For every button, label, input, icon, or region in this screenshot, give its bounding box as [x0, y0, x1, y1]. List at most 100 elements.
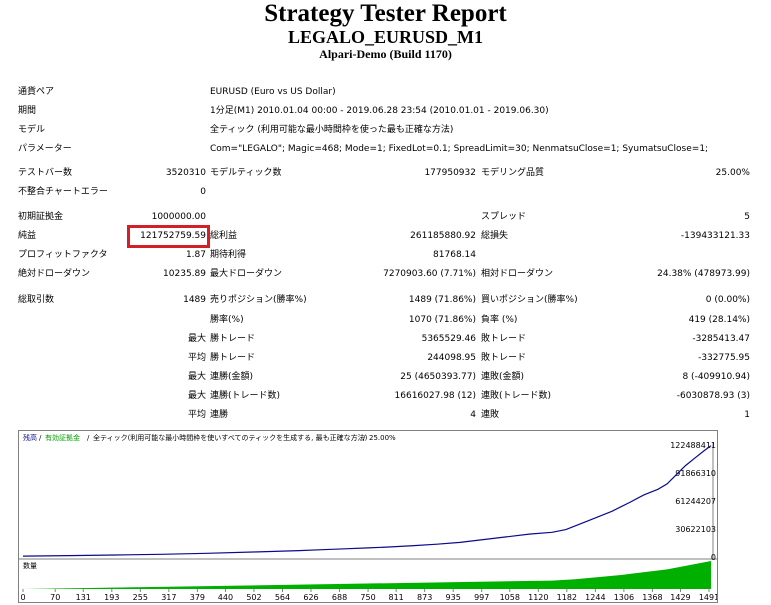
symbol-label: 通貨ペア [18, 87, 55, 97]
avg-consec-losses-value: 1 [744, 410, 750, 420]
max-consec-losses-label: 連敗(金額) [481, 372, 525, 382]
x-tick-label: 193 [104, 593, 119, 602]
x-tick-label: 440 [218, 593, 233, 602]
total-trades-value: 1489 [183, 295, 206, 305]
avg-loss-label: 敗トレード [481, 353, 527, 363]
quality-value: 25.00% [715, 168, 750, 178]
volume-area [23, 561, 711, 589]
rel-drawdown-label: 相対ドローダウン [481, 269, 554, 279]
expected-payoff-label: 期待利得 [210, 250, 247, 260]
initial-deposit-value: 1000000.00 [151, 212, 206, 222]
y-axis-ticks: 122488411 91866310 61244207 30622103 0 [670, 441, 716, 562]
abs-drawdown-label: 絶対ドローダウン [18, 269, 91, 279]
long-positions-value: 0 (0.00%) [705, 295, 750, 305]
largest-label: 最大 [187, 334, 206, 344]
gross-loss-label: 総損失 [481, 231, 509, 241]
balance-line [22, 445, 712, 557]
legend-sep-1: / [39, 434, 42, 442]
y-tick-label: 30622103 [675, 525, 716, 534]
balance-chart-svg: 残高 / 有効証拠金 / 全ティック(利用可能な最小時間枠を使いすべてのティック… [19, 433, 717, 602]
symbol-value: EURUSD (Euro vs US Dollar) [210, 87, 336, 97]
x-tick-label: 0 [20, 593, 25, 602]
x-tick-label: 1368 [642, 593, 662, 602]
avg-consec-losses-label: 連敗 [481, 410, 500, 420]
avg-win-label: 勝トレード [210, 353, 256, 363]
errors-label: 不整合チャートエラー [18, 187, 108, 197]
legend-sep-3: / [363, 434, 366, 442]
rel-drawdown-value: 24.38% (478973.99) [657, 269, 750, 279]
legend-quality: 25.00% [369, 434, 396, 442]
x-tick-label: 873 [417, 593, 432, 602]
abs-drawdown-value: 10235.89 [163, 269, 206, 279]
report-symbol: LEGALO_EURUSD_M1 [287, 27, 484, 47]
max-consec-loss-value: -6030878.93 (3) [676, 391, 750, 401]
max-drawdown-value: 7270903.60 (7.71%) [383, 269, 476, 279]
legend-equity: 有効証拠金 [45, 433, 80, 442]
avg-consec-wins-value: 4 [470, 410, 476, 420]
x-tick-label: 935 [446, 593, 461, 602]
x-tick-label: 626 [303, 593, 318, 602]
net-profit-label: 純益 [18, 231, 37, 241]
expected-payoff-value: 81768.14 [433, 250, 476, 260]
net-profit-value: 121752759.59 [140, 231, 206, 241]
report-title: Strategy Tester Report [264, 0, 507, 27]
x-axis-ticks: 0 70 131 193 255 317 379 440 502 564 626 688 750 811 8… [20, 589, 717, 602]
x-tick-label: 502 [246, 593, 261, 602]
max-consec-wins-label: 連勝(金額) [210, 372, 254, 382]
x-tick-label: 750 [360, 593, 375, 602]
spread-label: スプレッド [481, 212, 527, 222]
win-rate-value: 1070 (71.86%) [408, 315, 476, 325]
y-tick-label: 91866310 [675, 469, 716, 478]
long-positions-label: 買いポジション(勝率%) [481, 295, 578, 305]
y-tick-label: 0 [711, 553, 716, 562]
initial-deposit-label: 初期証拠金 [18, 212, 64, 222]
x-tick-label: 70 [50, 593, 60, 602]
x-tick-label: 1182 [557, 593, 577, 602]
net-profit-highlight-box [127, 225, 210, 248]
volume-label: 数量 [23, 561, 37, 570]
gross-profit-label: 総利益 [210, 231, 238, 241]
x-tick-label: 131 [76, 593, 91, 602]
parameters-label: パラメーター [18, 144, 72, 154]
x-tick-label: 317 [161, 593, 176, 602]
average-label: 平均 [187, 353, 206, 363]
x-tick-label: 255 [133, 593, 148, 602]
legend-balance: 残高 [23, 433, 37, 442]
model-value: 全ティック (利用可能な最小時間枠を使った最も正確な方法) [210, 125, 454, 135]
win-rate-label: 勝率(%) [210, 315, 244, 325]
quality-label: モデリング品質 [481, 168, 545, 178]
errors-value: 0 [200, 187, 206, 197]
gross-profit-value: 261185880.92 [410, 231, 476, 241]
max-consec-wins-value: 25 (4650393.77) [400, 372, 476, 382]
period-label: 期間 [18, 106, 37, 116]
x-tick-label: 1244 [585, 593, 605, 602]
short-positions-value: 1489 (71.86%) [408, 295, 476, 305]
x-tick-label: 1491 [699, 593, 717, 602]
average-label-2: 平均 [187, 410, 206, 420]
max-drawdown-label: 最大ドローダウン [210, 269, 283, 279]
max-consec-loss-label: 連敗(トレード数) [481, 391, 552, 401]
avg-consec-wins-label: 連勝 [210, 410, 229, 420]
x-tick-label: 997 [474, 593, 489, 602]
loss-rate-label: 負率 (%) [481, 315, 518, 325]
legend-model: 全ティック(利用可能な最小時間枠を使いすべてのティックを生成する, 最も正確な方… [93, 433, 368, 442]
profit-factor-label: プロフィットファクタ [18, 250, 108, 260]
short-positions-label: 売りポジション(勝率%) [210, 295, 307, 305]
balance-chart: 残高 / 有効証拠金 / 全ティック(利用可能な最小時間枠を使いすべてのティック… [18, 430, 718, 603]
ticks-label: モデルティック数 [210, 168, 282, 178]
max-label-3: 最大 [187, 391, 206, 401]
max-consec-losses-value: 8 (-409910.94) [682, 372, 750, 382]
x-tick-label: 564 [275, 593, 290, 602]
profit-factor-value: 1.87 [185, 250, 206, 260]
x-tick-label: 1120 [528, 593, 548, 602]
x-tick-label: 688 [332, 593, 347, 602]
largest-win-label: 勝トレード [210, 334, 256, 344]
bars-value: 3520310 [165, 168, 206, 178]
legend-sep-2: / [87, 434, 90, 442]
ticks-value: 177950932 [424, 168, 476, 178]
largest-loss-value: -3285413.47 [692, 334, 750, 344]
total-trades-label: 総取引数 [18, 295, 55, 305]
largest-loss-label: 敗トレード [481, 334, 527, 344]
period-value: 1分足(M1) 2010.01.04 00:00 - 2019.06.28 23… [210, 106, 549, 116]
loss-rate-value: 419 (28.14%) [688, 315, 750, 325]
